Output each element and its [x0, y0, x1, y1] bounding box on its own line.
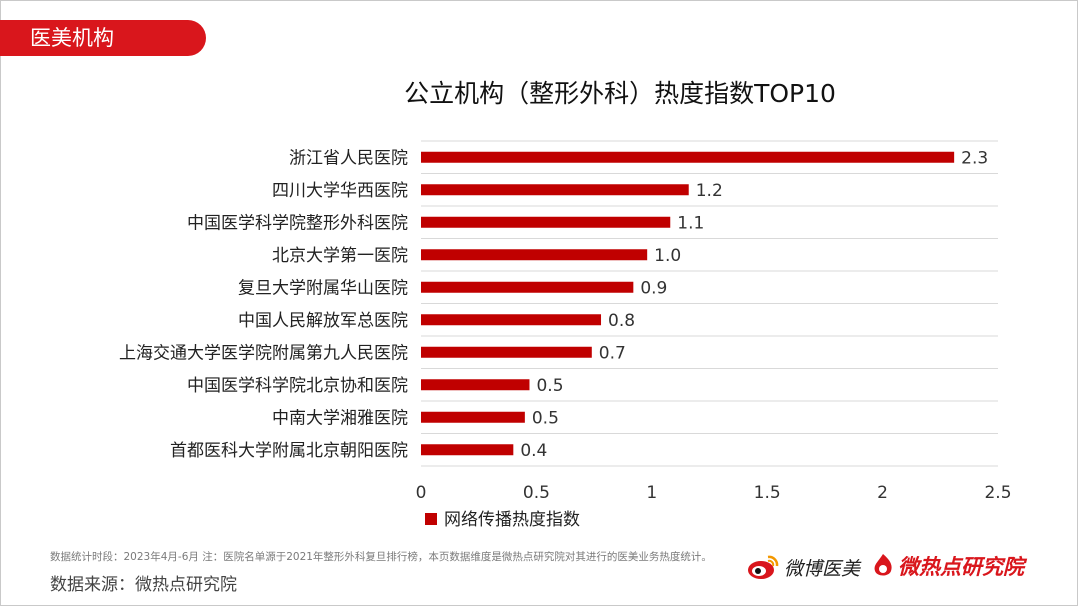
bar	[421, 346, 592, 358]
data-label: 0.8	[608, 311, 635, 331]
data-label: 0.7	[599, 343, 626, 363]
section-tag: 医美机构	[0, 20, 206, 56]
flame-icon	[874, 554, 892, 576]
bar	[421, 281, 634, 293]
x-tick-label: 0.5	[523, 483, 550, 503]
data-label: 0.5	[532, 408, 559, 428]
category-label: 复旦大学附属华山医院	[238, 278, 408, 298]
category-label: 浙江省人民医院	[289, 148, 408, 168]
category-label: 四川大学华西医院	[272, 181, 408, 201]
chart-title: 公立机构（整形外科）热度指数TOP10	[404, 79, 836, 108]
data-label: 0.4	[520, 441, 547, 461]
bar	[421, 151, 955, 163]
x-tick-labels: 0 0.5 1 1.5 2 2.5	[416, 483, 1012, 503]
category-label: 首都医科大学附属北京朝阳医院	[170, 441, 408, 461]
wrd-logo: 微热点研究院	[870, 551, 1024, 581]
legend: 网络传播热度指数	[425, 510, 580, 530]
bar	[421, 249, 648, 261]
weibo-logo-text: 微博医美	[784, 557, 861, 580]
bar	[421, 379, 530, 391]
weibo-eye-icon	[748, 555, 779, 579]
legend-swatch	[425, 513, 437, 525]
data-label: 0.9	[640, 278, 667, 298]
bar	[421, 314, 602, 326]
category-labels: 浙江省人民医院四川大学华西医院中国医学科学院整形外科医院北京大学第一医院复旦大学…	[119, 148, 408, 461]
bars	[421, 151, 955, 456]
x-tick-label: 0	[416, 483, 427, 503]
data-label: 0.5	[536, 376, 563, 396]
bar	[421, 444, 514, 456]
gridlines	[421, 140, 998, 467]
x-tick-label: 2.5	[984, 483, 1011, 503]
legend-label: 网络传播热度指数	[444, 510, 580, 530]
bar	[421, 184, 689, 196]
wrd-logo-text: 微热点研究院	[898, 555, 1024, 579]
category-label: 中国医学科学院整形外科医院	[187, 213, 408, 233]
category-label: 上海交通大学医学院附属第九人民医院	[119, 343, 408, 363]
data-label: 1.2	[696, 181, 723, 201]
value-labels: 2.3 1.2 1.1 1.0 0.90.8 0.7 0.5 0.5 0.4	[520, 148, 988, 461]
bar	[421, 216, 671, 228]
x-tick-label: 1.5	[754, 483, 781, 503]
data-label: 1.0	[654, 246, 681, 266]
category-label: 中国医学科学院北京协和医院	[187, 376, 408, 396]
category-label: 中国人民解放军总医院	[238, 311, 408, 331]
data-label: 2.3	[961, 148, 988, 168]
category-label: 北京大学第一医院	[272, 246, 408, 266]
footnote: 数据统计时段：2023年4月-6月 注：医院名单源于2021年整形外科复旦排行榜…	[50, 551, 712, 563]
weibo-logo: 微博医美	[746, 553, 860, 581]
x-tick-label: 1	[646, 483, 657, 503]
data-source: 数据来源：微热点研究院	[50, 575, 237, 595]
bar	[421, 411, 525, 423]
x-tick-label: 2	[877, 483, 888, 503]
category-label: 中南大学湘雅医院	[272, 408, 408, 428]
data-label: 1.1	[677, 213, 704, 233]
